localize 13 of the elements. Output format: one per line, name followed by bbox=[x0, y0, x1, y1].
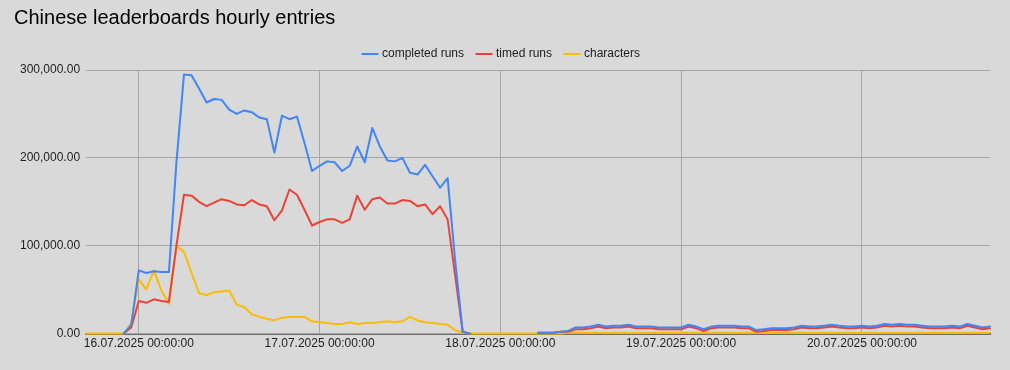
y-tick-label: 100,000.00 bbox=[20, 238, 81, 253]
y-tick-label: 200,000.00 bbox=[20, 150, 81, 165]
x-tick-label: 18.07.2025 00:00:00 bbox=[445, 336, 556, 351]
x-tick-label: 17.07.2025 00:00:00 bbox=[264, 336, 375, 351]
x-tick-label: 16.07.2025 00:00:00 bbox=[83, 336, 195, 351]
legend-label: characters bbox=[584, 46, 641, 61]
x-tick-label: 20.07.2025 00:00:00 bbox=[806, 336, 918, 351]
y-tick-label: 0.00 bbox=[56, 325, 81, 340]
y-tick-label: 300,000.00 bbox=[20, 62, 81, 77]
x-tick-label: 19.07.2025 00:00:00 bbox=[626, 336, 737, 351]
legend-label: completed runs bbox=[381, 46, 464, 61]
legend-label: timed runs bbox=[496, 46, 553, 61]
chart-title: Chinese leaderboards hourly entries bbox=[14, 5, 336, 28]
